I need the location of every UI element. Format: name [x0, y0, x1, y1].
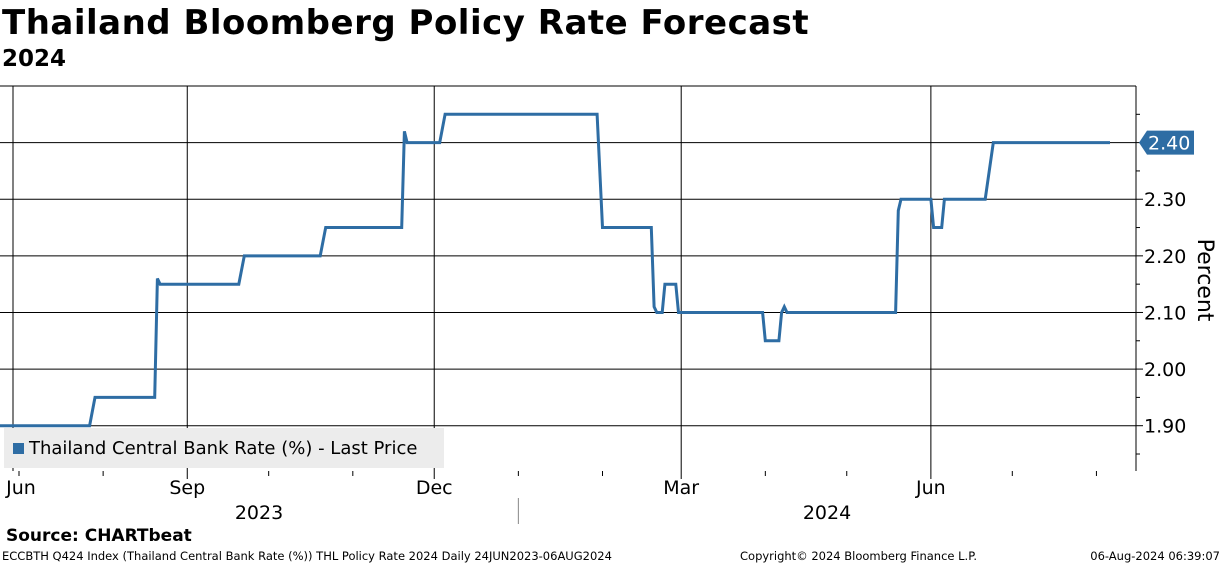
y-tick-label: 2.10 [1144, 302, 1186, 324]
last-value-tag [1139, 130, 1194, 155]
x-tick-label: Sep [169, 477, 205, 499]
x-year-label: 2023 [235, 502, 283, 524]
y-tick-label: 2.30 [1144, 189, 1186, 211]
source-label: Source: CHARTbeat [6, 526, 192, 546]
series-line-thailand-central-bank-rate [0, 112, 1110, 428]
y-axis-label: Percent [1192, 239, 1217, 322]
x-tick-label: Mar [663, 477, 699, 499]
y-tick-label: 1.90 [1144, 416, 1186, 438]
legend: Thailand Central Bank Rate (%) - Last Pr… [4, 428, 444, 468]
copyright: Copyright© 2024 Bloomberg Finance L.P. [740, 549, 977, 563]
index-info: ECCBTH Q424 Index (Thailand Central Bank… [2, 549, 612, 563]
x-year-label: 2024 [803, 502, 851, 524]
y-tick-label: 2.20 [1144, 246, 1186, 268]
timestamp: 06-Aug-2024 06:39:07 [1090, 549, 1220, 563]
chart-title: Thailand Bloomberg Policy Rate Forecast [2, 3, 810, 43]
x-tick-label: Dec [416, 477, 453, 499]
x-tick-label: Jun [5, 477, 36, 499]
y-tick-label: 2.00 [1144, 359, 1186, 381]
chart-subtitle: 2024 [2, 46, 67, 72]
last-value-label: 2.40 [1148, 133, 1190, 155]
x-tick-label: Jun [915, 477, 946, 499]
legend-label: Thailand Central Bank Rate (%) - Last Pr… [29, 437, 418, 459]
legend-swatch [13, 442, 24, 454]
